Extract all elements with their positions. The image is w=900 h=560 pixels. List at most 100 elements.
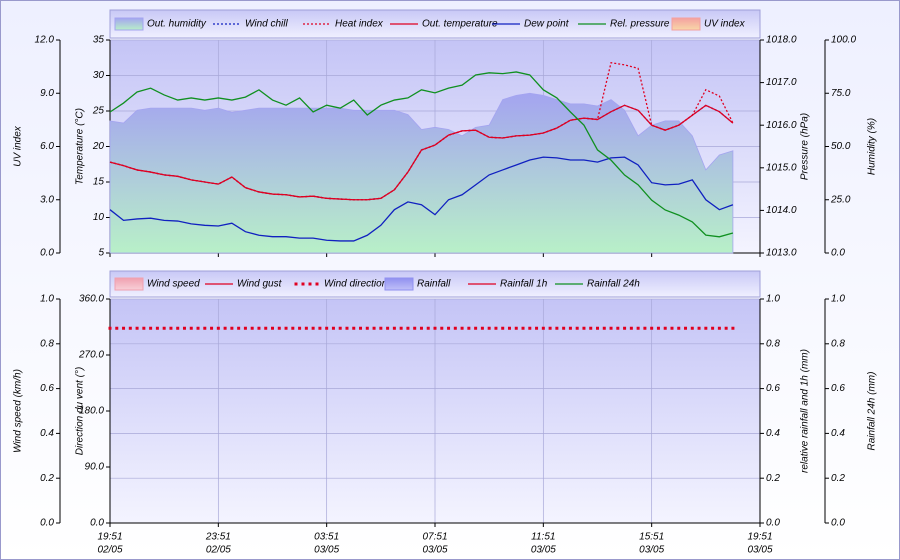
y-tick-label: 360.0 bbox=[79, 294, 104, 305]
y-tick-label: 0.6 bbox=[831, 383, 845, 394]
point bbox=[555, 326, 559, 330]
legend-label: Out. temperature bbox=[422, 19, 498, 30]
point bbox=[271, 326, 274, 330]
point bbox=[602, 326, 606, 330]
point bbox=[128, 326, 132, 330]
point bbox=[582, 326, 586, 330]
point bbox=[480, 326, 484, 330]
point bbox=[426, 326, 430, 330]
line bbox=[109, 156, 734, 242]
point bbox=[501, 326, 505, 330]
point bbox=[284, 326, 288, 330]
line bbox=[109, 104, 734, 201]
point bbox=[494, 326, 498, 330]
legend-label: Wind chill bbox=[245, 19, 288, 30]
point bbox=[352, 326, 356, 330]
y-tick-label: 35 bbox=[93, 35, 105, 46]
y-tick-label: 1.0 bbox=[831, 294, 845, 305]
point bbox=[155, 326, 159, 330]
point bbox=[650, 326, 654, 330]
x-tick-label: 15:51 bbox=[639, 532, 664, 543]
y-tick-label: 0.8 bbox=[40, 338, 54, 349]
point bbox=[684, 326, 688, 330]
y-tick-label: 0.8 bbox=[766, 338, 780, 349]
point bbox=[135, 326, 139, 330]
x-tick-label: 03:51 bbox=[314, 532, 339, 543]
legend-label: Rainfall 24h bbox=[587, 279, 640, 290]
point bbox=[203, 326, 207, 330]
y-tick-label: 50.0 bbox=[831, 141, 851, 152]
point bbox=[386, 326, 390, 330]
point bbox=[663, 326, 667, 330]
x-tick-date: 03/05 bbox=[314, 545, 339, 556]
point bbox=[724, 326, 728, 330]
point bbox=[535, 326, 539, 330]
area bbox=[109, 92, 734, 254]
point bbox=[142, 326, 146, 330]
point bbox=[108, 326, 112, 330]
point bbox=[636, 326, 640, 330]
point bbox=[643, 326, 647, 330]
point bbox=[447, 326, 451, 330]
point bbox=[433, 326, 437, 330]
x-tick-label: 19:51 bbox=[747, 532, 772, 543]
y-tick-label: 90.0 bbox=[85, 462, 105, 473]
x-tick-date: 03/05 bbox=[422, 545, 447, 556]
legend-label: Wind gust bbox=[237, 279, 283, 290]
point bbox=[609, 326, 613, 330]
legend-label: UV index bbox=[704, 19, 746, 30]
point bbox=[277, 326, 281, 330]
point bbox=[372, 326, 376, 330]
point bbox=[311, 326, 315, 330]
y-tick-label: 20 bbox=[92, 141, 105, 152]
x-tick-label: 19:51 bbox=[97, 532, 122, 543]
point bbox=[453, 326, 457, 330]
y-tick-label: 1018.0 bbox=[766, 35, 797, 46]
point bbox=[216, 326, 220, 330]
legend-swatch bbox=[294, 282, 298, 286]
point bbox=[616, 326, 620, 330]
point bbox=[690, 326, 694, 330]
point bbox=[670, 326, 674, 330]
point bbox=[623, 326, 627, 330]
point bbox=[250, 326, 254, 330]
y-tick-label: 1014.0 bbox=[766, 205, 797, 216]
legend-label: Wind direction bbox=[324, 279, 388, 290]
point bbox=[392, 326, 396, 330]
point bbox=[298, 326, 302, 330]
point bbox=[711, 326, 715, 330]
y-tick-label: 0.0 bbox=[40, 518, 54, 529]
y-tick-label: 6.0 bbox=[40, 141, 54, 152]
legend-label: Heat index bbox=[335, 19, 384, 30]
legend-label: Out. humidity bbox=[147, 19, 207, 30]
y-tick-label: 0.0 bbox=[831, 518, 845, 529]
y-tick-label: 0.4 bbox=[831, 428, 845, 439]
y-tick-label: 0.0 bbox=[831, 248, 845, 259]
point bbox=[331, 326, 335, 330]
y-axis-title: UV index bbox=[13, 125, 24, 167]
y-tick-label: 75.0 bbox=[831, 88, 851, 99]
legend-label: Wind speed bbox=[147, 279, 200, 290]
point bbox=[182, 326, 186, 330]
legend-label: Dew point bbox=[524, 19, 570, 30]
point bbox=[589, 326, 593, 330]
y-tick-label: 270.0 bbox=[78, 350, 104, 361]
y-tick-label: 0.2 bbox=[40, 473, 54, 484]
point bbox=[345, 326, 349, 330]
y-tick-label: 0.4 bbox=[766, 428, 780, 439]
point bbox=[514, 326, 518, 330]
point bbox=[440, 326, 444, 330]
x-tick-date: 02/05 bbox=[97, 545, 122, 556]
x-tick-date: 03/05 bbox=[747, 545, 772, 556]
y-tick-label: 0.6 bbox=[766, 383, 780, 394]
y-tick-label: 12.0 bbox=[35, 35, 55, 46]
y-tick-label: 0.0 bbox=[766, 518, 780, 529]
y-tick-label: 1.0 bbox=[766, 294, 780, 305]
legend-swatch bbox=[301, 282, 305, 286]
point bbox=[507, 326, 511, 330]
legend-swatch bbox=[384, 277, 414, 291]
point bbox=[548, 326, 552, 330]
point bbox=[704, 326, 708, 330]
legend-swatch bbox=[315, 282, 319, 286]
